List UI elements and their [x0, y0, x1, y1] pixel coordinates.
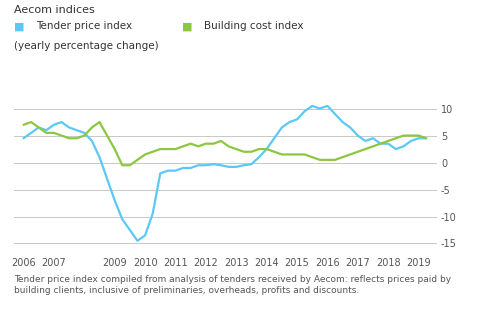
Text: ■: ■ [182, 21, 193, 31]
Text: Aecom indices: Aecom indices [14, 5, 95, 15]
Text: Tender price index: Tender price index [36, 21, 132, 31]
Text: (yearly percentage change): (yearly percentage change) [14, 41, 159, 51]
Text: Building cost index: Building cost index [204, 21, 303, 31]
Text: Tender price index compiled from analysis of tenders received by Aecom: reflects: Tender price index compiled from analysi… [14, 275, 452, 295]
Text: ■: ■ [14, 21, 25, 31]
